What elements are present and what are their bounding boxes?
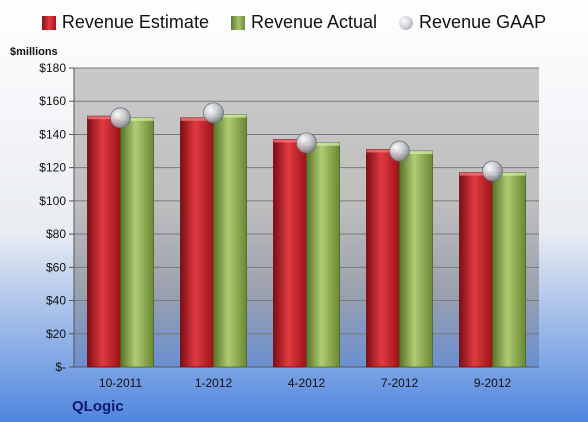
y-axis-unit-label: $millions — [10, 46, 58, 58]
bar-revenue-actual-top — [399, 151, 433, 155]
x-tick-labels: 10-2011 1-2012 4-2012 7-2012 9-2012 — [99, 376, 512, 390]
marker-revenue-gaap — [110, 107, 131, 129]
y-tick-label: $100 — [39, 194, 66, 208]
x-tick-label: 9-2012 — [474, 376, 512, 390]
bar-revenue-actual — [213, 114, 247, 368]
bar-revenue-actual-top — [306, 142, 340, 146]
legend-swatch-gaap — [399, 15, 414, 30]
bar-revenue-estimate — [273, 139, 307, 368]
y-tick-labels: $- $20 $40 $60 $80 $100 $120 $140 $160 $180 — [39, 61, 66, 374]
y-tick-label: $- — [55, 360, 66, 374]
x-tick-label: 10-2011 — [99, 376, 142, 390]
legend-label-actual: Revenue Actual — [250, 12, 378, 32]
x-tick-label: 7-2012 — [381, 376, 419, 390]
y-tick-label: $160 — [39, 94, 66, 108]
y-tick-label: $60 — [46, 260, 66, 274]
bar-revenue-estimate-top — [273, 139, 307, 143]
y-tick-label: $40 — [46, 294, 66, 308]
legend-swatch-actual — [230, 15, 245, 30]
y-tick-label: $20 — [46, 327, 66, 341]
legend-item-actual: Revenue Actual — [230, 12, 378, 33]
x-tick-label: 1-2012 — [195, 376, 233, 390]
y-tick-label: $80 — [46, 227, 66, 241]
gaap-markers — [110, 102, 503, 182]
bar-revenue-estimate-top — [366, 149, 400, 153]
legend-label-estimate: Revenue Estimate — [61, 12, 209, 32]
y-tick-label: $120 — [39, 161, 66, 175]
y-tick-label: $140 — [39, 127, 66, 141]
bar-revenue-estimate-top — [87, 116, 121, 120]
legend-swatch-estimate — [41, 15, 56, 30]
bar-revenue-estimate — [459, 172, 493, 368]
legend-item-estimate: Revenue Estimate — [41, 12, 209, 33]
bar-revenue-estimate-top — [180, 117, 214, 121]
bar-revenue-actual-top — [213, 114, 247, 118]
bar-revenue-actual-top — [120, 117, 154, 121]
x-tick-label: 4-2012 — [288, 376, 326, 390]
bar-revenue-actual — [306, 142, 340, 368]
bar-revenue-actual — [120, 117, 154, 368]
company-name: QLogic — [72, 398, 124, 415]
marker-revenue-gaap — [203, 102, 224, 124]
marker-revenue-gaap — [389, 140, 410, 162]
marker-revenue-gaap — [482, 160, 503, 182]
bar-revenue-actual-top — [492, 172, 526, 176]
bar-revenue-estimate-top — [459, 172, 493, 176]
y-tick-label: $180 — [39, 61, 66, 75]
bars — [87, 114, 526, 368]
bar-revenue-estimate — [180, 117, 214, 368]
bar-revenue-actual — [399, 150, 433, 368]
legend: Revenue Estimate Revenue Actual Revenue … — [0, 12, 588, 33]
bar-revenue-actual — [492, 172, 526, 368]
bar-revenue-estimate — [366, 148, 400, 368]
marker-revenue-gaap — [296, 132, 317, 154]
legend-label-gaap: Revenue GAAP — [419, 12, 547, 32]
legend-item-gaap: Revenue GAAP — [399, 12, 546, 33]
bar-revenue-estimate — [87, 115, 121, 368]
